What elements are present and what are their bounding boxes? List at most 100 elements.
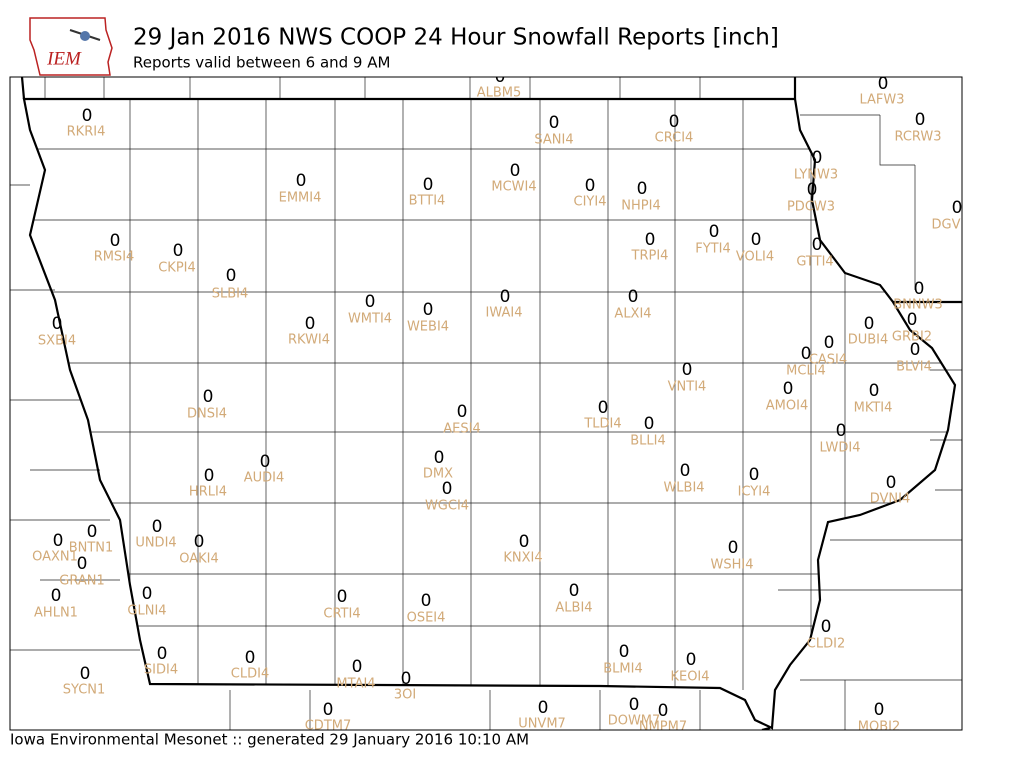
snowfall-value: 0 [709,222,720,242]
snowfall-value: 0 [910,340,921,360]
station-id: CIYI4 [574,195,607,210]
snowfall-value: 0 [821,617,832,637]
snowfall-value: 0 [952,198,963,218]
snowfall-value: 0 [51,586,62,606]
station-id: EMMI4 [279,191,322,206]
station-id: AHLN1 [34,606,78,621]
neighbor-borders [10,77,962,730]
station-id: CRCI4 [655,131,694,146]
snowfall-value: 0 [807,180,818,200]
snowfall-value: 0 [538,698,549,718]
station-id: CLDI2 [807,637,845,652]
snowfall-value: 0 [749,465,760,485]
station-id: NMPM7 [639,720,687,735]
snowfall-value: 0 [495,67,506,87]
snowfall-value: 0 [658,701,669,721]
station-id: WEBI4 [407,320,449,335]
snowfall-value: 0 [87,522,98,542]
snowfall-value: 0 [878,74,889,94]
snowfall-value: 0 [323,700,334,720]
station-id: CKPI4 [158,261,196,276]
snowfall-value: 0 [204,466,215,486]
snowfall-value: 0 [305,314,316,334]
snowfall-value: 0 [226,266,237,286]
station-id: KEOI4 [670,670,709,685]
station-id: BLVI4 [896,360,932,375]
logo-text: IEM [46,48,82,69]
snowfall-value: 0 [628,287,639,307]
station-id: MKTI4 [854,401,893,416]
snowfall-value: 0 [296,171,307,191]
station-id: AUDI4 [244,471,285,486]
station-id: SIDI4 [144,663,178,678]
station-id: DVNI4 [870,492,911,507]
station-id: LAFW3 [859,93,904,108]
snowfall-value: 0 [365,292,376,312]
snowfall-value: 0 [549,113,560,133]
station-id: RMSI4 [94,250,135,265]
snowfall-value: 0 [194,532,205,552]
snowfall-value: 0 [52,314,63,334]
station-id: BLMI4 [603,662,642,677]
station-id: MTAI4 [336,677,375,692]
station-id: WSHI4 [711,558,754,573]
station-id: SLBI4 [212,287,249,302]
snowfall-value: 0 [82,106,93,126]
snowfall-value: 0 [783,379,794,399]
station-id: ICYI4 [738,485,771,500]
station-id: BNTN1 [69,541,114,556]
snowfall-value: 0 [637,179,648,199]
snowfall-value: 0 [801,344,812,364]
snowfall-value: 0 [914,279,925,299]
station-id: SANI4 [534,133,573,148]
station-id: GLNI4 [127,604,166,619]
station-id: FYTI4 [695,242,730,257]
snowfall-value: 0 [142,584,153,604]
station-id: DOWM7 [608,714,661,729]
state-border [20,77,962,730]
snowfall-value: 0 [337,587,348,607]
station-id: UNVM7 [518,717,566,732]
station-id: NHPI4 [621,199,660,214]
snowfall-value: 0 [864,314,875,334]
snowfall-value: 0 [510,161,521,181]
title: 29 Jan 2016 NWS COOP 24 Hour Snowfall Re… [133,25,779,51]
station-id: ALXI4 [614,307,651,322]
station-id: MCWI4 [491,180,536,195]
snowfall-value: 0 [598,398,609,418]
station-id: WLBI4 [663,481,704,496]
snowfall-value: 0 [874,700,885,720]
snowfall-value: 0 [457,402,468,422]
station-id: IWAI4 [486,306,523,321]
county-lines [24,99,955,690]
station-id: VOLI4 [736,250,774,265]
station-id: OAXN1 [32,550,78,565]
snowfall-value: 0 [812,235,823,255]
station-id: MCLI4 [786,364,826,379]
station-id: ALBI4 [555,601,592,616]
map-frame [9,76,963,731]
snowfall-value: 0 [869,381,880,401]
station-id: LYNW3 [794,168,838,183]
station-id: OAKI4 [179,552,219,567]
snowfall-value: 0 [245,648,256,668]
station-id: BLLI4 [630,434,666,449]
station-id: TLDI4 [583,417,621,432]
station-id: DUBI4 [848,333,889,348]
station-id: BNNW3 [893,298,943,313]
snowfall-value: 0 [728,538,739,558]
station-id: RKWI4 [288,333,330,348]
snowfall-value: 0 [824,333,835,353]
snowfall-value: 0 [423,300,434,320]
snowfall-value: 0 [886,473,897,493]
station-id: PDCW3 [787,200,835,215]
logo: IEM [29,17,113,76]
station-id: LWDI4 [819,441,860,456]
station-id: UNDI4 [135,536,176,551]
station-id: CRTI4 [323,607,360,622]
station-id: AESI4 [443,422,480,437]
snowfall-value: 0 [682,360,693,380]
